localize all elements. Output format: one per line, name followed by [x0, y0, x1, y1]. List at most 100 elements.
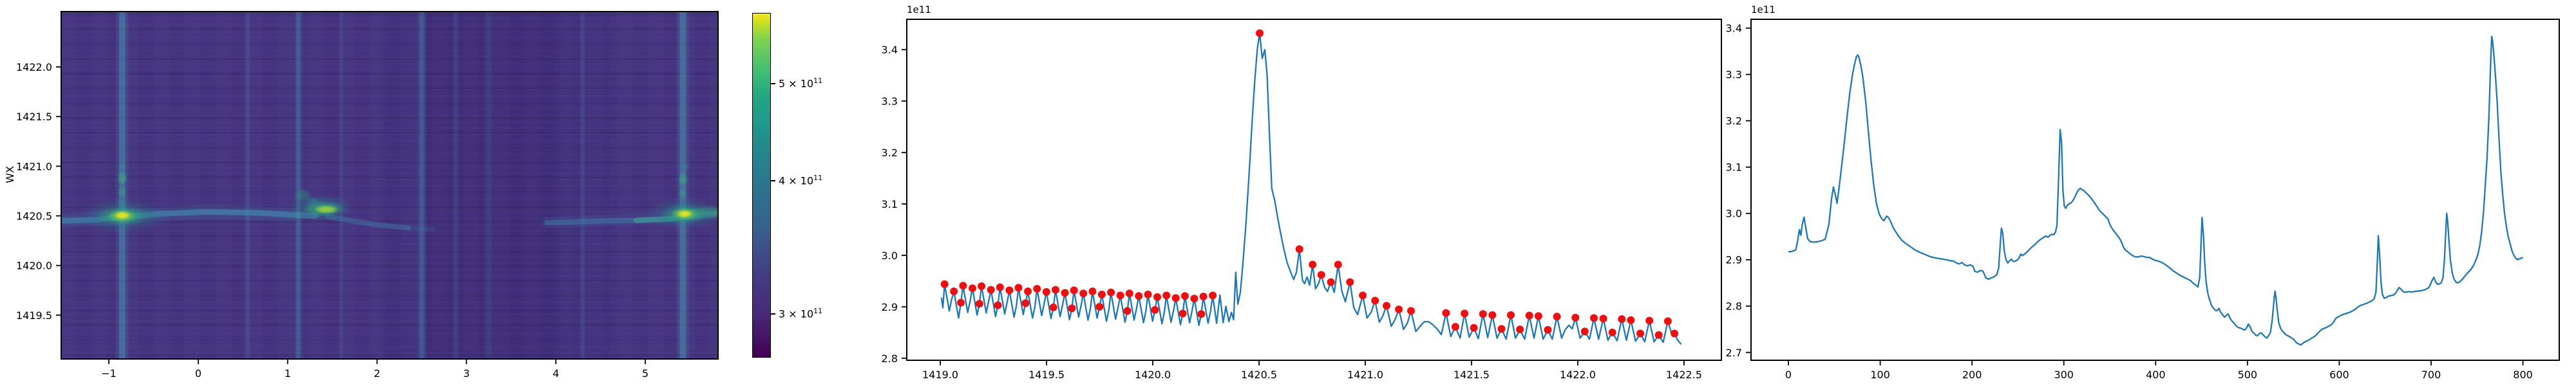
peak-marker [994, 301, 1002, 309]
y-tick-label: 1419.5 [16, 309, 52, 322]
peak-marker [1153, 293, 1161, 301]
x-tick-label: 1421.5 [1454, 369, 1490, 381]
peak-marker [1079, 290, 1088, 298]
peak-marker [978, 282, 986, 290]
y-tick-label: 1422.0 [16, 61, 52, 73]
peak-marker [1095, 302, 1104, 311]
peak-marker [987, 286, 995, 294]
x-tick-label: 3 [463, 367, 469, 380]
peak-marker [1125, 290, 1133, 298]
x-tick-label: 0 [195, 367, 202, 380]
x-tick-label: 2 [374, 367, 380, 380]
x-tick-label: 100 [1870, 369, 1890, 381]
peak-marker [1068, 304, 1076, 313]
y-tick-label: 1421.0 [16, 160, 52, 172]
middle-axis-offset-label: 1e11 [907, 4, 931, 15]
peak-marker [1309, 261, 1317, 269]
x-tick-label: 300 [2054, 369, 2074, 381]
peak-marker [1618, 315, 1626, 323]
y-tick-label: 3.0 [882, 250, 898, 262]
x-tick-label: 1 [285, 367, 291, 380]
peak-marker [1507, 311, 1515, 319]
line_with_peaks-data-line [940, 32, 1682, 345]
peak-marker [1497, 325, 1506, 333]
peak-marker [1024, 287, 1032, 295]
peak-marker [1107, 288, 1115, 297]
peak-marker [1599, 315, 1607, 323]
peak-marker [1317, 271, 1325, 279]
heatmap-axes-spine [61, 11, 719, 360]
peak-marker [1327, 278, 1335, 286]
peak-marker [1654, 331, 1663, 339]
peak-marker [1645, 317, 1654, 325]
y-tick-label: 2.8 [882, 353, 898, 365]
x-tick-label: 400 [2146, 369, 2166, 381]
colorbar-tick-label: 3 × 1011 [779, 306, 823, 320]
x-tick-label: 4 [553, 367, 559, 380]
peak-marker [940, 280, 949, 288]
y-tick-label: 3.4 [1726, 23, 1742, 35]
peak-marker [957, 299, 965, 307]
peak-marker [1383, 302, 1390, 310]
peak-marker [1395, 305, 1403, 313]
peak-marker [1544, 326, 1552, 334]
colorbar-tick-mark [771, 82, 775, 84]
spectrum-axes-spine [1750, 19, 2560, 361]
peak-marker [1553, 313, 1561, 321]
peak-marker [1123, 307, 1132, 315]
y-tick-label: 1420.0 [16, 260, 52, 272]
y-tick-label: 3.0 [1726, 208, 1742, 220]
peak-marker [1371, 297, 1379, 305]
peak-marker [1571, 313, 1580, 322]
peak-marker [969, 284, 976, 293]
peak-marker [1014, 284, 1023, 292]
x-tick-label: 200 [1962, 369, 1982, 381]
peak-marker [1671, 329, 1679, 338]
y-tick-label: 2.7 [1726, 347, 1742, 359]
x-tick-label: 0 [1785, 369, 1792, 381]
y-tick-label: 3.1 [882, 198, 898, 210]
peak-marker [1052, 286, 1059, 294]
colorbar-tick-label: 4 × 1011 [779, 174, 823, 187]
peak-marker [1061, 289, 1069, 297]
y-tick-label: 2.9 [1726, 254, 1742, 266]
peak-marker [1097, 290, 1106, 299]
peak-marker [1580, 327, 1589, 336]
peak-marker [1516, 326, 1524, 333]
peak-marker [1199, 292, 1208, 300]
peak-marker [1346, 278, 1354, 286]
peak-marker [1033, 284, 1041, 293]
peak-marker [1525, 311, 1533, 320]
peak-marker [1070, 286, 1078, 295]
peak-marker [1088, 287, 1097, 295]
peak-marker [1636, 329, 1644, 338]
peak-marker [1295, 245, 1303, 253]
peak-marker [996, 283, 1004, 291]
x-tick-label: 1421.0 [1347, 369, 1383, 381]
peak-marker [1171, 294, 1180, 302]
colorbar-tick-mark [771, 180, 775, 182]
peak-marker [1042, 288, 1050, 296]
peak-marker [1479, 310, 1487, 318]
x-tick-label: 500 [2238, 369, 2258, 381]
x-tick-label: 1422.5 [1666, 369, 1702, 381]
x-tick-label: 1419.0 [922, 369, 958, 381]
peak-marker [1190, 295, 1198, 303]
colorbar-tick-mark [771, 313, 775, 315]
peak-marker [1179, 309, 1187, 318]
x-tick-label: 800 [2513, 369, 2533, 381]
y-tick-label: 2.9 [882, 301, 898, 313]
y-tick-label: 3.3 [1726, 69, 1742, 81]
y-tick-label: 3.4 [882, 44, 898, 56]
colorbar-gradient [753, 14, 770, 357]
peak-marker [1534, 312, 1542, 320]
peak-marker [1470, 324, 1478, 332]
peak-marker [1209, 291, 1217, 300]
y-tick-label: 2.8 [1726, 300, 1742, 313]
y-tick-label: 3.2 [1726, 115, 1742, 127]
x-tick-label: 1419.5 [1028, 369, 1065, 381]
peak-marker [1451, 323, 1459, 331]
peak-marker [1461, 309, 1469, 318]
peak-marker [975, 300, 983, 308]
